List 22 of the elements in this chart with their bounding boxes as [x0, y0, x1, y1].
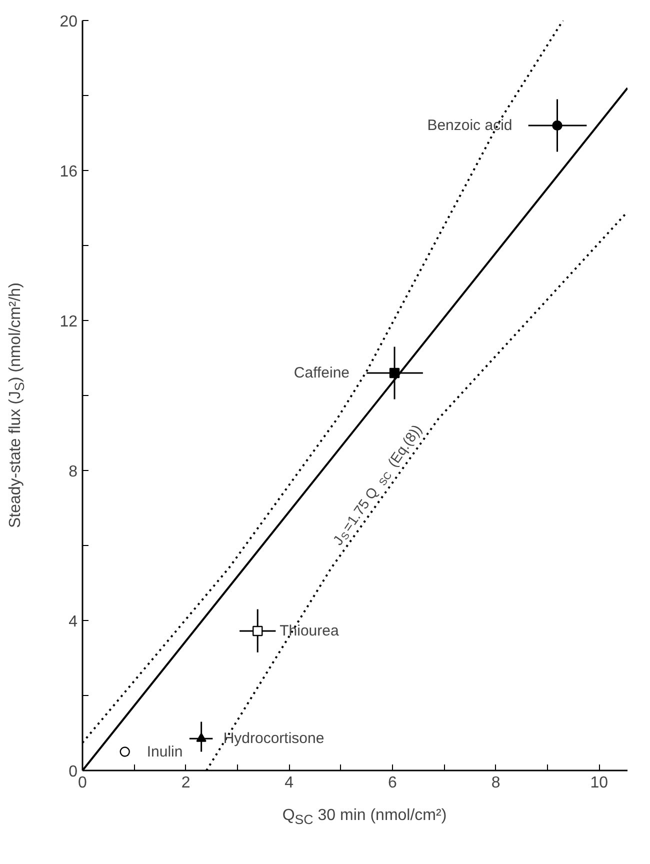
y-tick-label: 12 — [60, 314, 78, 330]
y-tick-label: 20 — [60, 14, 78, 30]
point — [120, 746, 130, 757]
point — [552, 120, 562, 131]
text: Caffeine — [294, 364, 350, 382]
x-tick-label: 4 — [284, 774, 294, 792]
text: Benzoic acid — [427, 117, 512, 134]
x-axis-title: Q$_{SC}$ 30 min (nmol/cm²) — [282, 806, 447, 830]
y-tick-label: 0 — [68, 764, 78, 780]
x-tick-label: 2 — [181, 774, 190, 792]
series-label: Inulin — [146, 743, 183, 760]
y-tick-label: 16 — [60, 164, 78, 180]
point — [252, 626, 263, 636]
x-tick-label: 8 — [491, 774, 500, 792]
point — [389, 368, 400, 378]
y-tick-label: 4 — [68, 614, 78, 630]
x-tick-label: 10 — [590, 774, 608, 792]
y-tick-label: 8 — [68, 464, 78, 480]
series-label: Thiourea — [280, 622, 340, 640]
point — [196, 732, 206, 742]
x-tick-label: 6 — [388, 774, 398, 792]
series-label: Hydrocortisone — [223, 730, 324, 748]
